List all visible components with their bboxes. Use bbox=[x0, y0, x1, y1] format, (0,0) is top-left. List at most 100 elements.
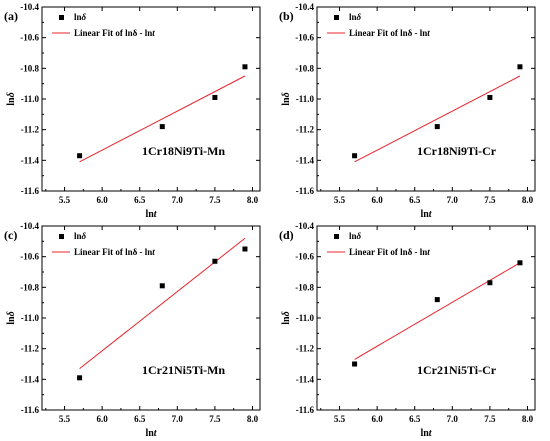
legend-label: Linear Fit of lnδ - lnt bbox=[349, 247, 430, 257]
legend-label: Linear Fit of lnδ - lnt bbox=[74, 28, 155, 38]
x-tick-label: 6.5 bbox=[409, 414, 421, 424]
x-axis-label: lnt bbox=[420, 428, 432, 439]
data-point bbox=[242, 64, 248, 70]
x-tick-label: 6.0 bbox=[372, 195, 384, 205]
y-tick-label: -11.6 bbox=[21, 186, 40, 196]
x-tick-label: 6.0 bbox=[372, 414, 384, 424]
legend-label: lnδ bbox=[74, 231, 87, 241]
y-tick-label: -11.2 bbox=[296, 125, 315, 135]
x-tick-label: 8.0 bbox=[522, 195, 534, 205]
alloy-label: 1Cr21Ni5Ti-Mn bbox=[142, 363, 225, 377]
x-tick-label: 6.5 bbox=[134, 195, 146, 205]
y-tick-label: -11.4 bbox=[21, 155, 40, 165]
y-axis-label: lnδ bbox=[281, 311, 292, 324]
y-tick-label: -11.4 bbox=[21, 374, 40, 384]
data-point bbox=[434, 124, 440, 130]
x-axis-label: lnt bbox=[145, 428, 157, 439]
x-tick-label: 8.0 bbox=[247, 195, 259, 205]
y-tick-label: -11.0 bbox=[296, 94, 315, 104]
data-point bbox=[212, 94, 218, 100]
x-tick-label: 7.5 bbox=[484, 414, 496, 424]
data-point bbox=[487, 280, 493, 286]
legend-label: Linear Fit of lnδ - lnt bbox=[349, 28, 430, 38]
alloy-label: 1Cr18Ni9Ti-Cr bbox=[417, 144, 497, 158]
legend-label: lnδ bbox=[349, 12, 362, 22]
legend-marker bbox=[334, 234, 339, 239]
y-tick-label: -11.2 bbox=[21, 125, 40, 135]
y-axis-label: lnδ bbox=[6, 311, 17, 324]
y-tick-label: -11.0 bbox=[296, 313, 315, 323]
y-tick-label: -11.4 bbox=[296, 374, 315, 384]
x-tick-label: 7.5 bbox=[209, 414, 221, 424]
data-point bbox=[212, 258, 218, 264]
x-tick-label: 5.5 bbox=[334, 414, 346, 424]
panel-label: (b) bbox=[279, 9, 294, 23]
y-tick-label: -11.2 bbox=[21, 344, 40, 354]
y-tick-label: -11.0 bbox=[21, 313, 40, 323]
legend-label: Linear Fit of lnδ - lnt bbox=[74, 247, 155, 257]
x-axis-label: lnt bbox=[145, 209, 157, 220]
x-tick-label: 8.0 bbox=[247, 414, 259, 424]
y-tick-label: -10.8 bbox=[295, 63, 314, 73]
panel-label: (c) bbox=[4, 228, 17, 242]
fit-line bbox=[79, 75, 246, 163]
data-point bbox=[517, 64, 523, 70]
y-axis-label: lnδ bbox=[6, 92, 17, 105]
y-axis-label: lnδ bbox=[281, 92, 292, 105]
fit-line bbox=[354, 75, 521, 163]
chart-panel: (b) 5.5 6.0 6.5 7.0 7.5 8.0 -10.4 -10.6 -10.8 -11.… bbox=[279, 2, 536, 220]
panel-label: (d) bbox=[279, 228, 294, 242]
alloy-label: 1Cr18Ni9Ti-Mn bbox=[142, 144, 225, 158]
y-tick-label: -10.6 bbox=[20, 252, 39, 262]
chart-panel: (d) 5.5 6.0 6.5 7.0 7.5 8.0 -10.4 -10.6 -10.8 -11.… bbox=[279, 221, 536, 439]
x-tick-label: 8.0 bbox=[522, 414, 534, 424]
y-tick-label: -11.6 bbox=[296, 405, 315, 415]
y-tick-label: -11.0 bbox=[21, 94, 40, 104]
data-point bbox=[517, 260, 523, 266]
y-tick-label: -10.4 bbox=[295, 221, 314, 231]
x-tick-label: 5.5 bbox=[59, 414, 71, 424]
x-axis-label: lnt bbox=[420, 209, 432, 220]
alloy-label: 1Cr21Ni5Ti-Cr bbox=[417, 363, 497, 377]
x-tick-label: 6.5 bbox=[409, 195, 421, 205]
legend-label: lnδ bbox=[74, 12, 87, 22]
y-tick-label: -10.4 bbox=[20, 221, 39, 231]
y-tick-label: -11.6 bbox=[21, 405, 40, 415]
y-tick-label: -10.6 bbox=[295, 33, 314, 43]
legend-marker bbox=[59, 234, 64, 239]
legend-label: lnδ bbox=[349, 231, 362, 241]
y-tick-label: -11.2 bbox=[296, 344, 315, 354]
y-tick-label: -10.6 bbox=[295, 252, 314, 262]
x-tick-label: 7.5 bbox=[484, 195, 496, 205]
x-tick-label: 7.0 bbox=[172, 195, 184, 205]
y-tick-label: -10.8 bbox=[20, 282, 39, 292]
x-tick-label: 6.0 bbox=[97, 195, 109, 205]
data-point bbox=[77, 153, 83, 159]
fit-line bbox=[79, 237, 246, 369]
data-point bbox=[159, 283, 165, 289]
legend-marker bbox=[59, 15, 64, 20]
y-tick-label: -10.4 bbox=[20, 2, 39, 12]
x-tick-label: 5.5 bbox=[334, 195, 346, 205]
x-tick-label: 7.5 bbox=[209, 195, 221, 205]
data-point bbox=[242, 246, 248, 252]
y-tick-label: -11.4 bbox=[296, 155, 315, 165]
x-tick-label: 7.0 bbox=[447, 414, 459, 424]
y-tick-label: -10.8 bbox=[295, 282, 314, 292]
legend-marker bbox=[334, 15, 339, 20]
data-point bbox=[159, 124, 165, 130]
x-tick-label: 7.0 bbox=[447, 195, 459, 205]
data-point bbox=[352, 361, 358, 367]
fit-line bbox=[354, 262, 521, 360]
data-point bbox=[434, 297, 440, 303]
chart-panel: (a) 5.5 6.0 6.5 7.0 7.5 8.0 -10.4 -10.6 -10.8 -11.… bbox=[4, 2, 261, 220]
data-point bbox=[487, 94, 493, 100]
x-tick-label: 6.0 bbox=[97, 414, 109, 424]
data-point bbox=[77, 375, 83, 381]
x-tick-label: 5.5 bbox=[59, 195, 71, 205]
x-tick-label: 7.0 bbox=[172, 414, 184, 424]
y-tick-label: -10.4 bbox=[295, 2, 314, 12]
data-point bbox=[352, 153, 358, 159]
y-tick-label: -10.6 bbox=[20, 33, 39, 43]
